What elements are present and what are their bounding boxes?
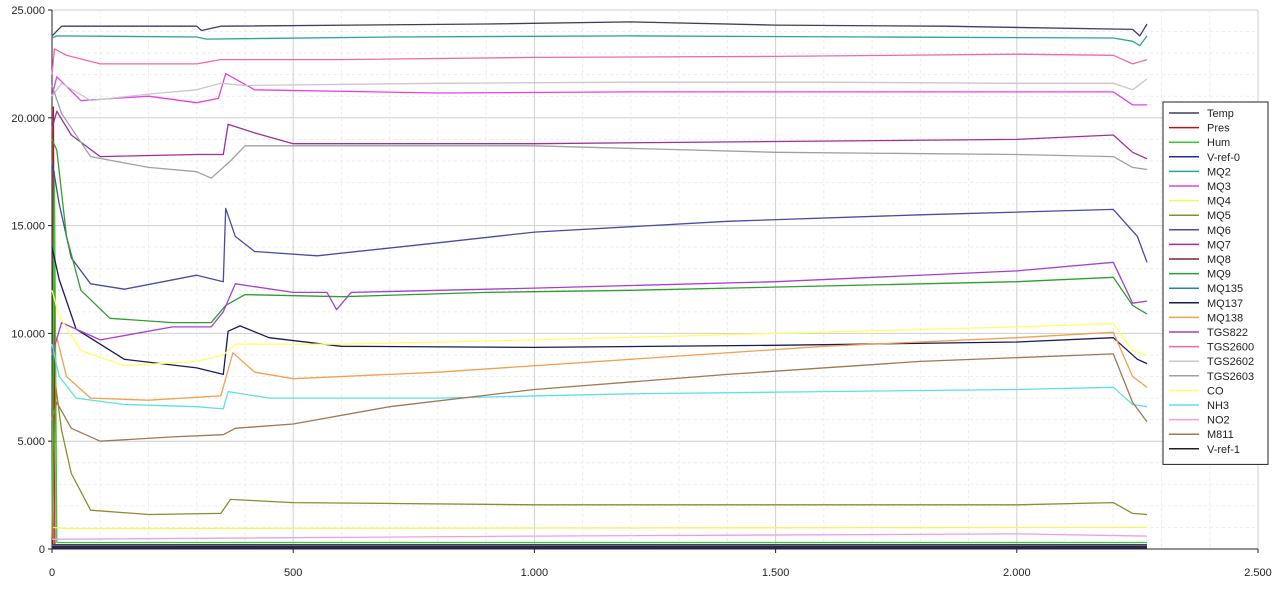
series-line-mq5 [51,386,1148,539]
x-tick-label: 0 [49,567,55,579]
y-tick-label: 5.000 [17,436,45,448]
legend-label: MQ138 [1207,312,1243,324]
y-tick-label: 20.000 [11,113,45,125]
y-tick-label: 0 [39,544,45,556]
x-tick-label: 500 [284,567,302,579]
series-lines [51,21,1148,549]
legend-label: MQ4 [1207,196,1231,208]
legend-label: TGS2600 [1207,342,1254,354]
x-tick-label: 2.500 [1244,567,1272,579]
series-line-tgs822 [51,261,1148,356]
series-line-mq6 [51,160,1148,290]
series-line-tgs2602 [51,78,1148,102]
legend-label: V-ref-0 [1207,152,1240,164]
legend-box [1162,101,1269,465]
legend-label: Temp [1207,108,1234,120]
y-tick-label: 10.000 [11,328,45,340]
series-line-co [51,290,1148,367]
legend-label: MQ9 [1207,269,1231,281]
series-line-mq9 [51,139,1148,324]
x-tick-label: 2.000 [1003,567,1031,579]
legend-label: M811 [1207,429,1234,441]
legend-label: NH3 [1207,400,1229,412]
legend-label: MQ6 [1207,225,1231,237]
legend-label: MQ135 [1207,283,1243,295]
series-line-no2 [51,533,1148,540]
legend-label: Hum [1207,137,1230,149]
series-line-tgs2600 [51,48,1148,75]
legend-label: MQ7 [1207,239,1231,251]
legend-label: Pres [1207,123,1230,135]
legend-label: MQ5 [1207,210,1231,222]
y-tick-label: 15.000 [11,221,45,233]
legend-label: CO [1207,385,1224,397]
series-line-nh3 [51,344,1148,410]
series-line-m811 [51,353,1148,442]
legend-label: V-ref-1 [1207,444,1240,456]
series-line-mq2 [51,35,1148,47]
series-line-mq137 [51,247,1148,376]
series-line-hum [51,171,1147,544]
series-line-mq4 [51,526,1148,530]
y-tick-label: 25.000 [11,5,45,17]
legend: Temp Pres Hum V-ref-0 MQ2 MQ3 MQ4 MQ5 MQ6 MQ7 MQ8 M… [1162,101,1269,465]
legend-label: MQ137 [1207,298,1243,310]
series-line-mq138 [51,331,1148,401]
legend-label: MQ2 [1207,166,1231,178]
series-line-tgs2603 [51,85,1148,179]
x-tick-label: 1.000 [521,567,549,579]
x-tick-label: 1.500 [762,567,790,579]
legend-label: MQ8 [1207,254,1231,266]
legend-label: NO2 [1207,415,1230,427]
axes: 0 5.000 10.000 15.000 20.000 25.000 0 500 1.000 1… [11,5,1271,579]
series-line-temp [51,21,1148,37]
legend-label: TGS822 [1207,327,1248,339]
legend-label: MQ3 [1207,181,1231,193]
legend-label: TGS2602 [1207,356,1254,368]
legend-label: TGS2603 [1207,371,1254,383]
